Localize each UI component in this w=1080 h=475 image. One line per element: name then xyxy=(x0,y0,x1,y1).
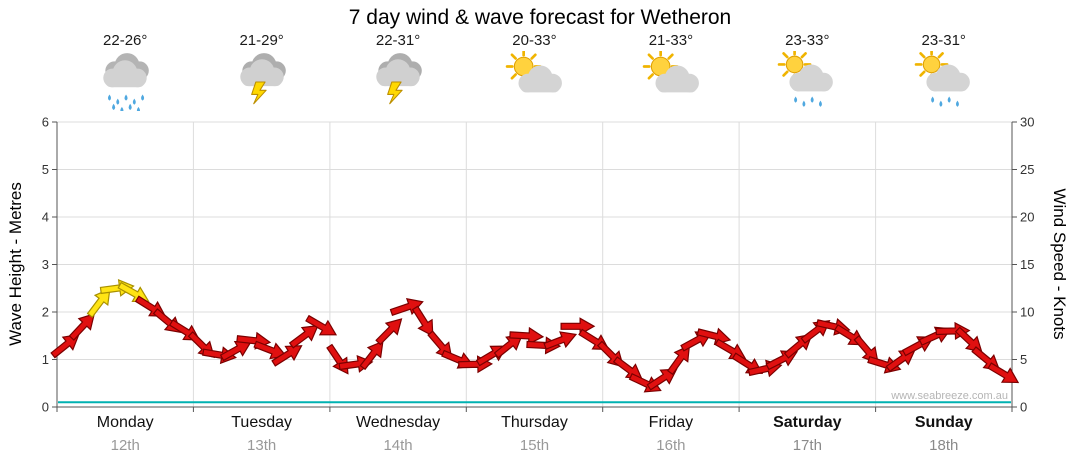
x-label-wednesday: Wednesday 14th xyxy=(330,414,466,454)
x-label-sunday: Sunday 18th xyxy=(876,414,1012,454)
day-name: Monday xyxy=(96,414,154,431)
day-date: 12th xyxy=(110,437,140,454)
day-date: 18th xyxy=(929,437,959,454)
day-date: 13th xyxy=(247,437,277,454)
svg-text:20: 20 xyxy=(1020,210,1034,225)
x-label-friday: Friday 16th xyxy=(603,414,739,454)
day-name: Saturday xyxy=(773,414,842,431)
gridlines xyxy=(57,121,1012,407)
svg-text:25: 25 xyxy=(1020,162,1034,177)
day-date: 17th xyxy=(792,437,822,454)
svg-text:4: 4 xyxy=(42,210,49,225)
x-label-monday: Monday 12th xyxy=(57,414,193,454)
x-axis-labels: Monday 12th Tuesday 13th Wednesday 14th Thursd… xyxy=(57,414,1012,454)
left-axis-ticks: 0 1 2 3 4 5 6 xyxy=(42,115,57,415)
day-name: Wednesday xyxy=(355,414,441,431)
day-column-thursday: 20-33° xyxy=(466,32,602,111)
sun-shower-icon xyxy=(776,47,838,111)
partly-cloudy-icon xyxy=(640,48,702,111)
chart-title: 7 day wind & wave forecast for Wetheron xyxy=(348,6,732,29)
storm-icon xyxy=(367,51,429,111)
day-name: Sunday xyxy=(914,414,973,431)
day-temp-range: 22-26° xyxy=(103,32,148,49)
day-name: Tuesday xyxy=(231,414,293,431)
svg-text:3: 3 xyxy=(42,257,49,272)
x-label-tuesday: Tuesday 13th xyxy=(193,414,329,454)
partly-cloudy-icon xyxy=(503,48,565,111)
day-column-monday: 22-26° xyxy=(57,32,193,114)
day-column-tuesday: 21-29° xyxy=(193,32,329,111)
svg-text:5: 5 xyxy=(1020,352,1027,367)
days-header: 22-26° 21-29° 22-31° 20-33° 21-33° 23-33° 23-3… xyxy=(57,32,1012,114)
day-temp-range: 23-33° xyxy=(785,32,830,49)
day-column-sunday: 23-31° xyxy=(876,32,1012,111)
day-column-saturday: 23-33° xyxy=(739,32,875,111)
svg-text:0: 0 xyxy=(42,400,49,415)
day-name: Thursday xyxy=(501,414,568,431)
svg-text:2: 2 xyxy=(42,305,49,320)
x-label-thursday: Thursday 15th xyxy=(466,414,602,454)
day-column-wednesday: 22-31° xyxy=(330,32,466,111)
watermark: www.seabreeze.com.au xyxy=(891,390,1008,402)
svg-text:30: 30 xyxy=(1020,115,1034,130)
day-date: 16th xyxy=(656,437,686,454)
right-axis-ticks: 0 5 10 15 20 25 30 xyxy=(1012,115,1034,415)
svg-text:15: 15 xyxy=(1020,257,1034,272)
bottom-axis-ticks xyxy=(56,407,1013,412)
day-temp-range: 21-29° xyxy=(239,32,284,49)
x-label-saturday: Saturday 17th xyxy=(739,414,875,454)
svg-text:5: 5 xyxy=(42,162,49,177)
day-temp-range: 20-33° xyxy=(512,32,557,49)
day-name: Friday xyxy=(648,414,694,431)
storm-icon xyxy=(231,51,293,111)
day-date: 14th xyxy=(383,437,413,454)
rain-icon xyxy=(94,51,156,114)
svg-text:0: 0 xyxy=(1020,400,1027,415)
svg-text:10: 10 xyxy=(1020,305,1034,320)
svg-text:6: 6 xyxy=(42,115,49,130)
day-date: 15th xyxy=(519,437,550,454)
day-temp-range: 22-31° xyxy=(375,32,421,49)
sun-shower-icon xyxy=(913,47,975,111)
day-temp-range: 23-31° xyxy=(921,32,966,49)
day-temp-range: 21-33° xyxy=(648,32,694,49)
svg-text:1: 1 xyxy=(42,352,49,367)
wind-arrows xyxy=(50,279,1020,393)
day-column-friday: 21-33° xyxy=(603,32,739,111)
